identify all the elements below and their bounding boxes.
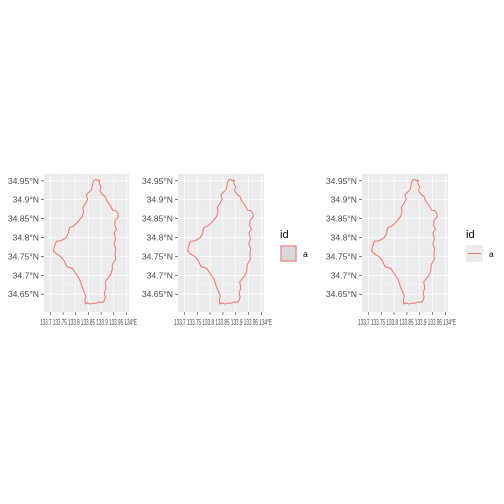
map-panel-right: 34.95°N 34.9°N 34.85°N 34.8°N 34.75°N 34.7°N 3… (326, 174, 494, 327)
boundary-outline-a (371, 178, 438, 305)
y-tick-label: 34.8°N (13, 233, 39, 243)
legend-title: id (280, 229, 289, 241)
legend: id a (280, 229, 308, 262)
y-tick-label: 34.85°N (326, 214, 357, 224)
y-tick-label: 34.75°N (326, 251, 357, 261)
y-tick-label: 34.95°N (326, 176, 357, 186)
y-tick-label: 34.7°N (147, 270, 173, 280)
legend-entry-label: a (303, 249, 308, 259)
boundary-outline-a (187, 178, 254, 305)
y-tick-label: 34.7°N (13, 270, 39, 280)
y-tick-label: 34.7°N (331, 270, 357, 280)
y-tick-label: 34.75°N (142, 251, 173, 261)
x-tick-labels: 133.7 133.75 133.8 133.85 133.9 133.95 1… (40, 317, 137, 327)
y-tick-label: 34.8°N (331, 233, 357, 243)
legend-entry-label: a (489, 249, 494, 259)
y-tick-label: 34.8°N (147, 233, 173, 243)
y-tick-label: 34.65°N (8, 289, 39, 299)
y-tick-label: 34.9°N (331, 195, 357, 205)
x-tick-labels: 133.7 133.75 133.8 133.85 133.9 133.95 1… (174, 317, 272, 327)
legend-title: id (466, 229, 475, 241)
y-tick-label: 34.75°N (8, 251, 39, 261)
y-tick-label: 34.85°N (142, 214, 173, 224)
y-tick-label: 34.95°N (8, 176, 39, 186)
boundary-outline-a (52, 178, 119, 305)
y-tick-label: 34.9°N (13, 195, 39, 205)
y-tick-label: 34.95°N (142, 176, 173, 186)
y-tick-label: 34.85°N (8, 214, 39, 224)
x-tick-labels: 133.7 133.75 133.8 133.85 133.9 133.95 1… (358, 317, 456, 327)
y-tick-label: 34.65°N (326, 289, 357, 299)
y-tick-label: 34.65°N (142, 289, 173, 299)
y-tick-label: 34.9°N (147, 195, 173, 205)
legend: id a (466, 229, 494, 262)
map-panel-middle: 34.95°N 34.9°N 34.85°N 34.8°N 34.75°N 34.7°N 3… (142, 174, 308, 327)
legend-key-polygon (280, 245, 297, 262)
map-panel-left: 34.95°N 34.9°N 34.85°N 34.8°N 34.75°N 34.7°N 3… (8, 174, 137, 327)
